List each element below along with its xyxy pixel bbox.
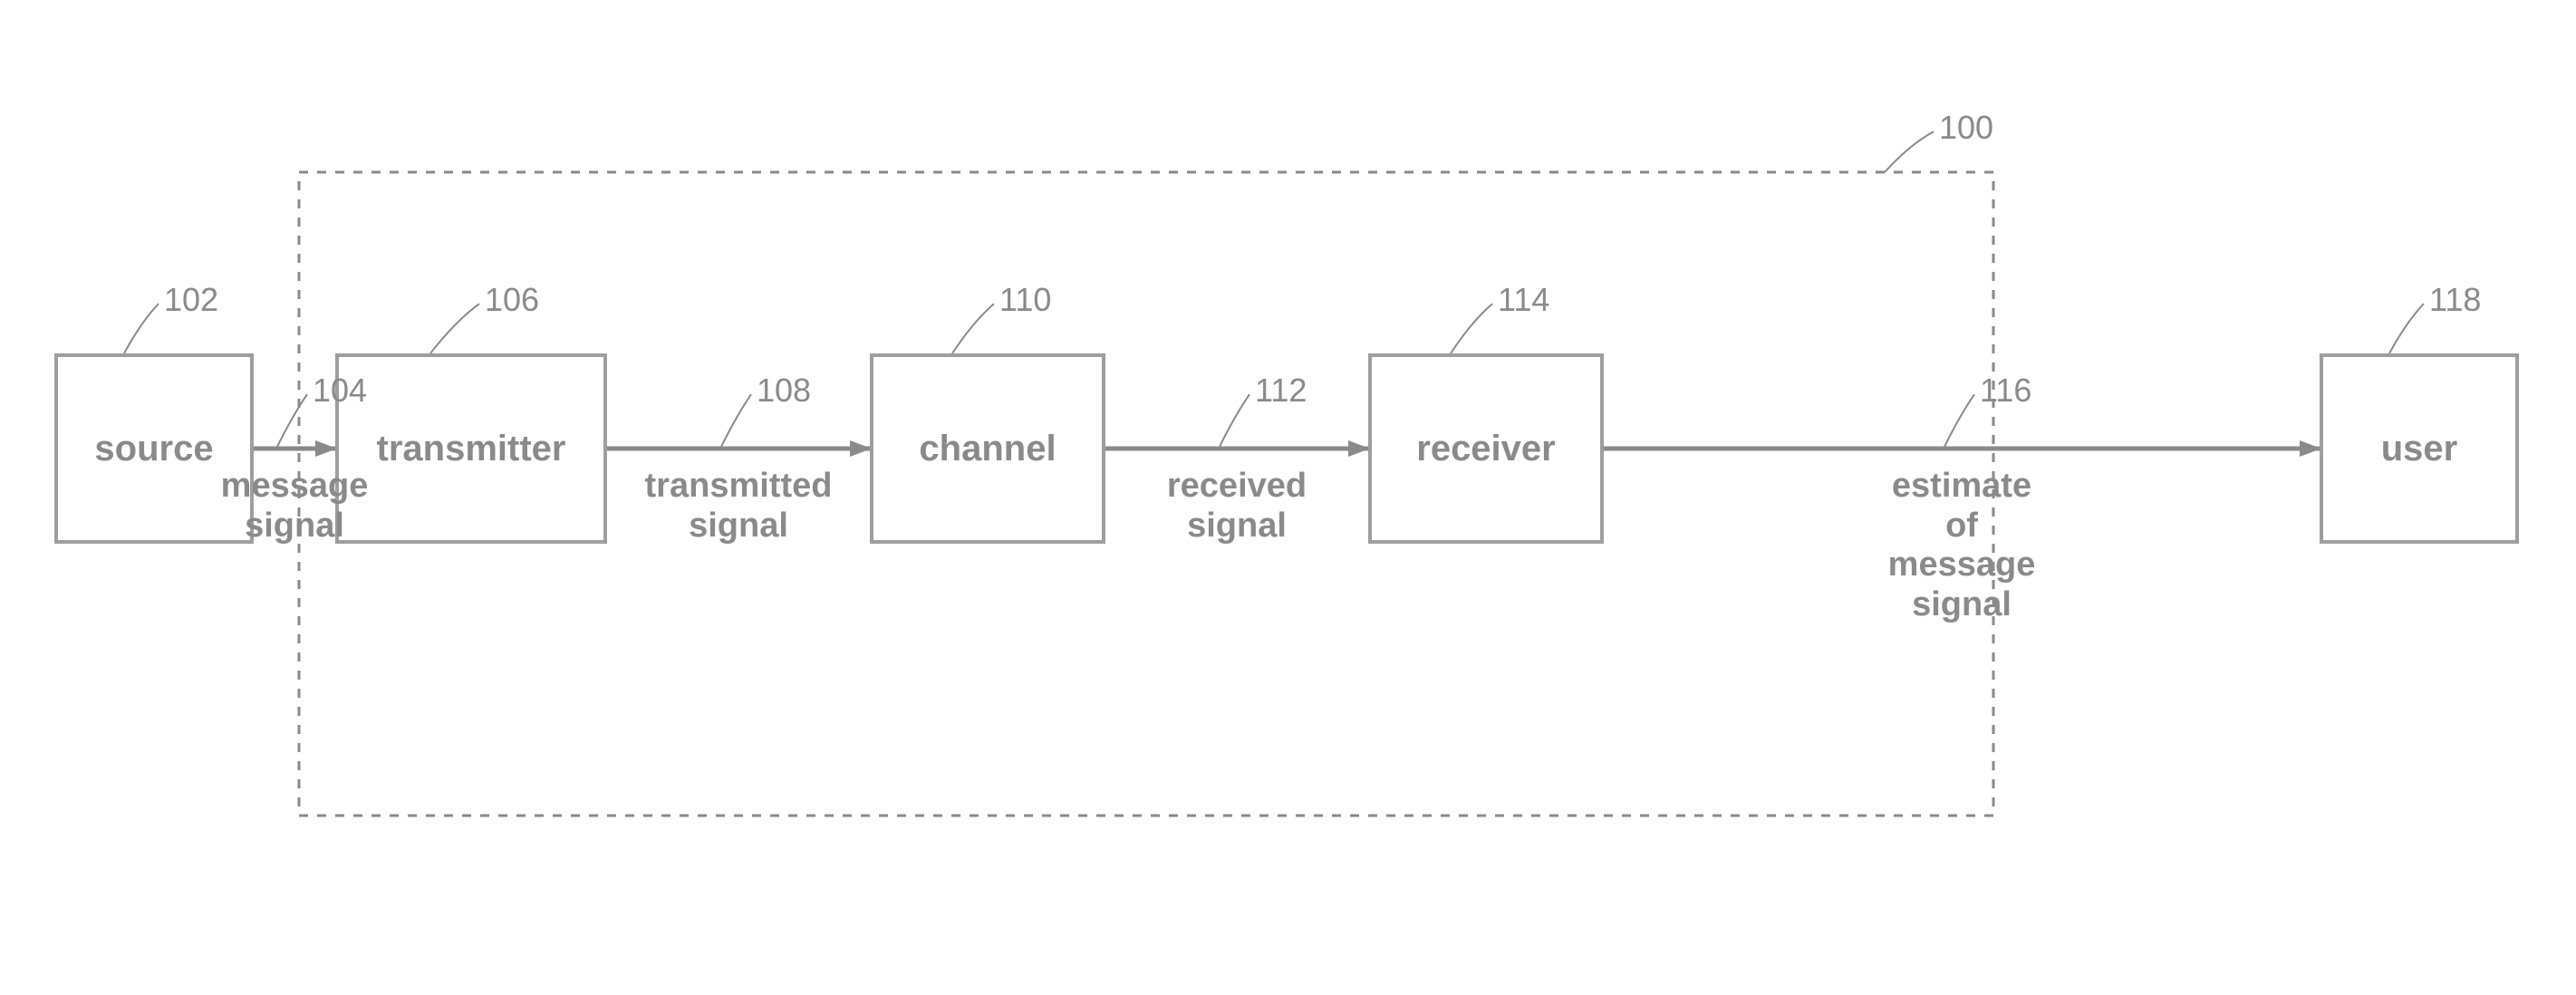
transmitter-ref: 106 [485,281,539,319]
e3-ref: 112 [1255,372,1307,410]
transmitter-label: transmitter [377,429,566,469]
source-label: source [94,429,213,469]
e1-label: message signal [199,467,390,546]
system-ref: 100 [1939,109,1993,147]
e2-label: transmitted signal [553,467,924,546]
e1-ref: 104 [313,372,367,410]
diagram-stage: 100 source 102 transmitter 106 channel 110 rece… [0,0,2576,995]
receiver-label: receiver [1416,429,1555,469]
receiver-ref: 114 [1498,281,1549,319]
e2-ref: 108 [757,372,811,410]
e4-label: estimate of message signal [1549,467,2374,625]
user-label: user [2381,429,2458,469]
channel-ref: 110 [999,281,1051,319]
e3-label: received signal [1051,467,1423,546]
source-ref: 102 [164,281,218,319]
e4-ref: 116 [1980,372,2031,410]
user-ref: 118 [2429,281,2481,319]
channel-label: channel [919,429,1056,469]
